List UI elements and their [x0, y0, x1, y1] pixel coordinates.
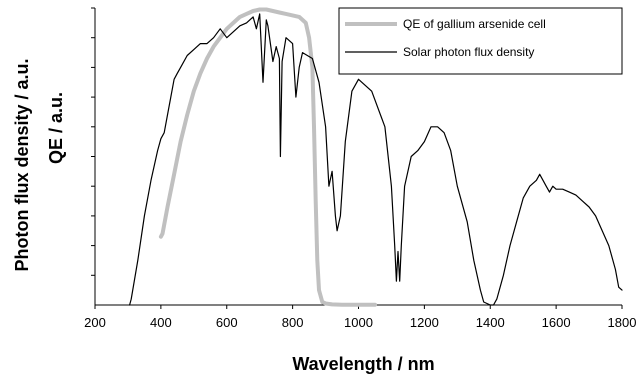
- legend-label: Solar photon flux density: [403, 45, 534, 59]
- y-axis-title-line-1: Photon flux density / a.u.: [12, 58, 32, 271]
- x-tick-label: 1600: [542, 315, 571, 330]
- x-tick-label: 600: [216, 315, 238, 330]
- x-tick-label: 800: [282, 315, 304, 330]
- x-tick-label: 1200: [410, 315, 439, 330]
- x-tick-label: 1000: [344, 315, 373, 330]
- legend-box: [338, 7, 623, 75]
- x-tick-label: 400: [150, 315, 172, 330]
- x-axis-title: Wavelength / nm: [292, 354, 434, 374]
- qe-gaas-series-line: [158, 7, 377, 307]
- legend: QE of gallium arsenide cell Solar photon …: [338, 7, 623, 75]
- x-tick-label: 1800: [608, 315, 637, 330]
- solar-flux-series-line: [129, 13, 623, 306]
- axis-titles: Wavelength / nm Photon flux density / a.u…: [12, 58, 435, 374]
- series-layer: [129, 7, 623, 307]
- x-tick-label: 200: [84, 315, 106, 330]
- x-tick-label: 1400: [476, 315, 505, 330]
- legend-label: QE of gallium arsenide cell: [403, 17, 546, 31]
- y-axis-title-line-2: QE / a.u.: [46, 92, 66, 164]
